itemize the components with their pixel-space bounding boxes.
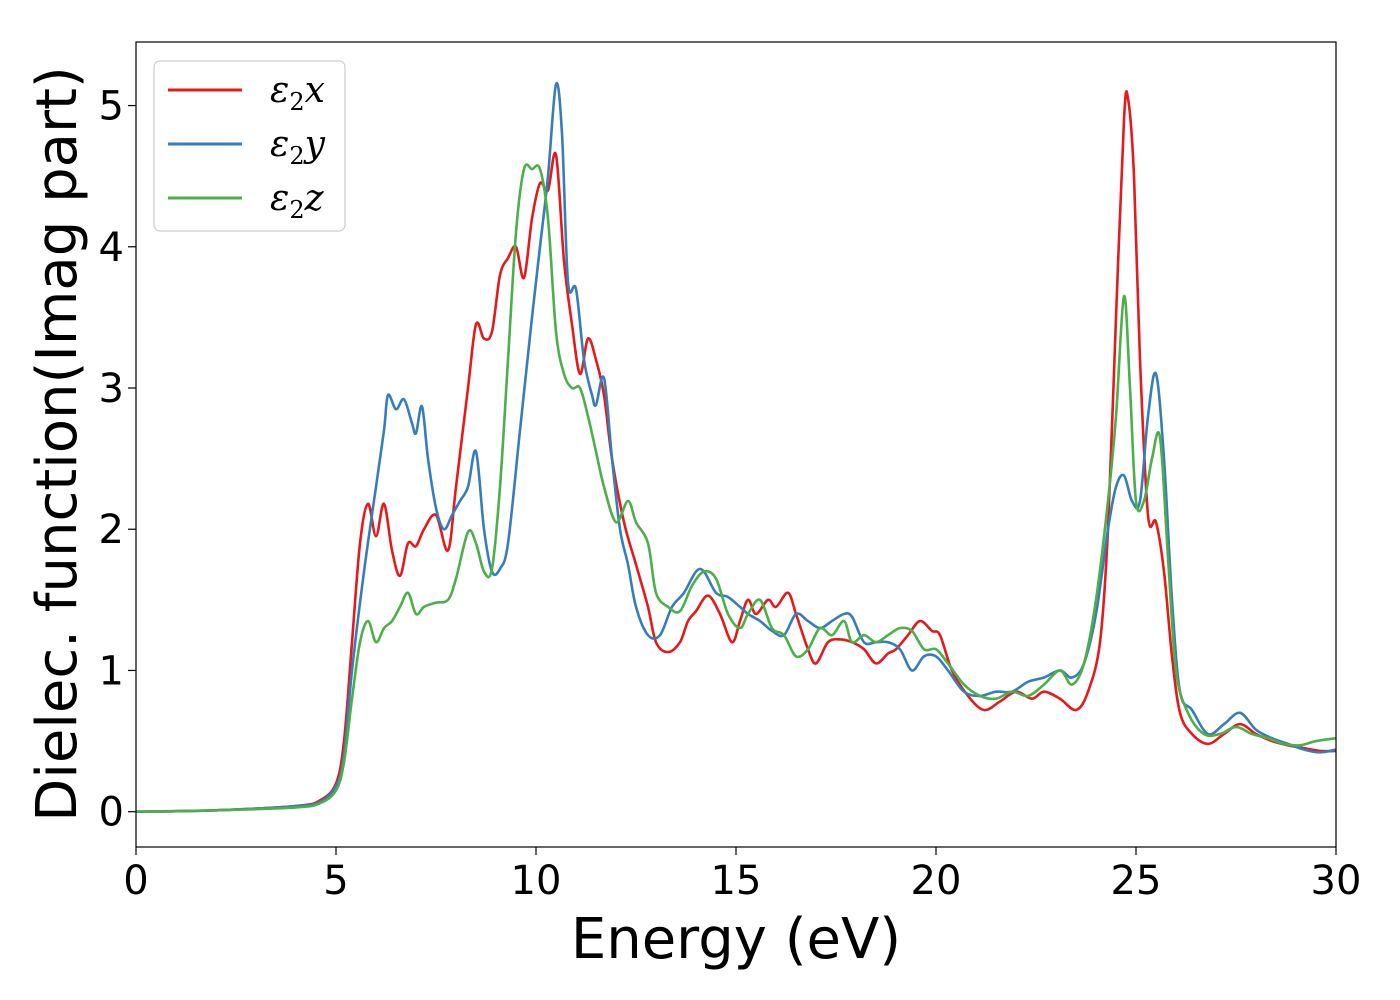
- y-tick-label: 3: [99, 366, 124, 412]
- legend-label-x: ε2x: [270, 70, 325, 116]
- series-line-x: [135, 90, 1337, 813]
- y-tick-label: 1: [99, 648, 124, 694]
- y-tick-label: 0: [99, 790, 124, 836]
- y-tick-label: 4: [99, 225, 124, 271]
- series-layer: [135, 81, 1337, 813]
- x-axis-title: Energy (eV): [571, 907, 901, 972]
- series-line-z: [135, 163, 1337, 813]
- y-axis-title: Dielec. function(Imag part): [25, 66, 90, 822]
- x-tick-label: 30: [1311, 858, 1362, 904]
- x-tick-label: 10: [511, 858, 562, 904]
- y-tick-label: 2: [99, 507, 124, 553]
- series-line-y: [135, 81, 1337, 813]
- legend-label-y: ε2y: [270, 124, 326, 170]
- x-tick-label: 25: [1111, 858, 1162, 904]
- x-tick-label: 20: [911, 858, 962, 904]
- y-axis-ticks: 0 1 2 3 4 5: [99, 84, 136, 836]
- x-tick-label: 0: [123, 858, 148, 904]
- x-tick-label: 15: [711, 858, 762, 904]
- y-tick-label: 5: [99, 84, 124, 130]
- x-axis-ticks: 0 5 10 15 20 25 30: [123, 847, 1361, 904]
- legend-box: [153, 60, 346, 232]
- legend: ε2x ε2y ε2z: [153, 60, 346, 232]
- x-tick-label: 5: [323, 858, 348, 904]
- legend-label-z: ε2z: [270, 178, 325, 224]
